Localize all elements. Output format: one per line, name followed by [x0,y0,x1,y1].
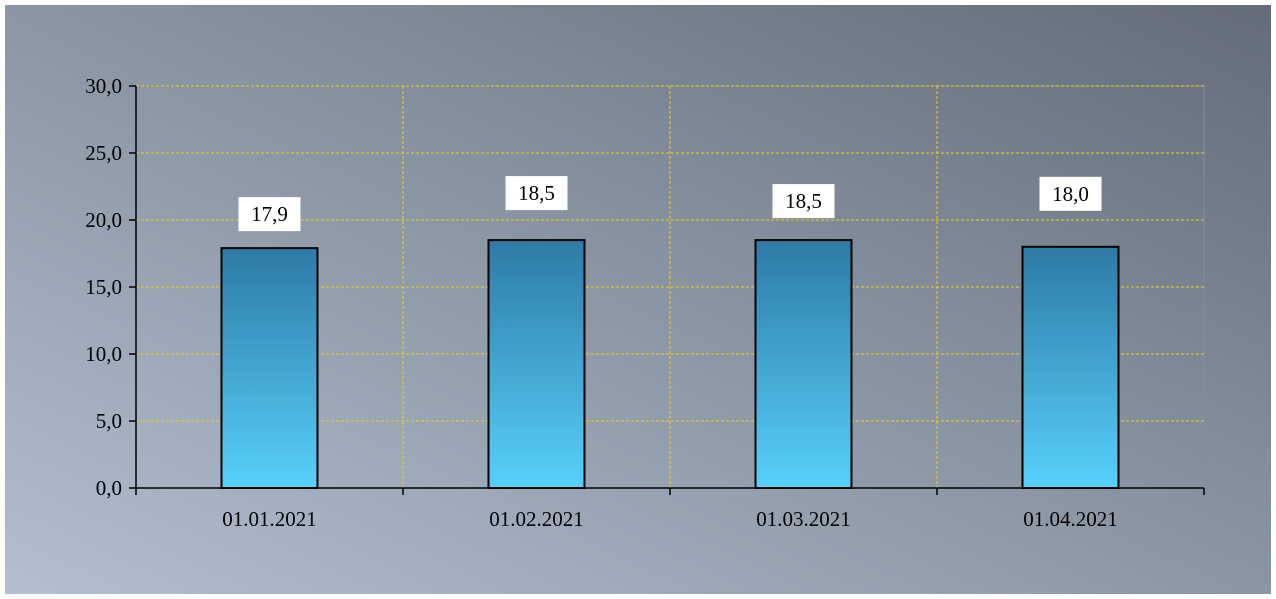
data-label: 17,9 [251,202,288,226]
y-tick-label: 30,0 [85,74,122,98]
y-tick-label: 25,0 [85,141,122,165]
y-tick-label: 5,0 [96,409,122,433]
x-tick-label: 01.03.2021 [756,507,851,531]
y-tick-label: 20,0 [85,208,122,232]
y-tick-label: 0,0 [96,476,122,500]
tick-labels: 0,0 5,0 10,0 15,0 20,0 25,0 30,0 01.01.2021 01.0… [85,74,1118,531]
bars [220,239,1120,489]
data-label-box [772,184,835,219]
bar [1021,245,1120,489]
x-tick-label: 01.01.2021 [222,507,317,531]
x-tick-label: 01.02.2021 [489,507,584,531]
data-label-box [238,197,301,232]
x-tick-label: 01.04.2021 [1023,507,1118,531]
data-label: 18,0 [1052,182,1089,206]
bar [754,239,853,489]
data-label-box [505,176,568,211]
data-label-box [1039,176,1102,211]
bar [487,239,586,489]
data-label: 18,5 [518,181,555,205]
data-labels: 17,9 18,5 18,5 18,0 [238,176,1102,232]
data-label: 18,5 [785,189,822,213]
bar [220,247,319,489]
y-tick-label: 10,0 [85,342,122,366]
y-tick-label: 15,0 [85,275,122,299]
